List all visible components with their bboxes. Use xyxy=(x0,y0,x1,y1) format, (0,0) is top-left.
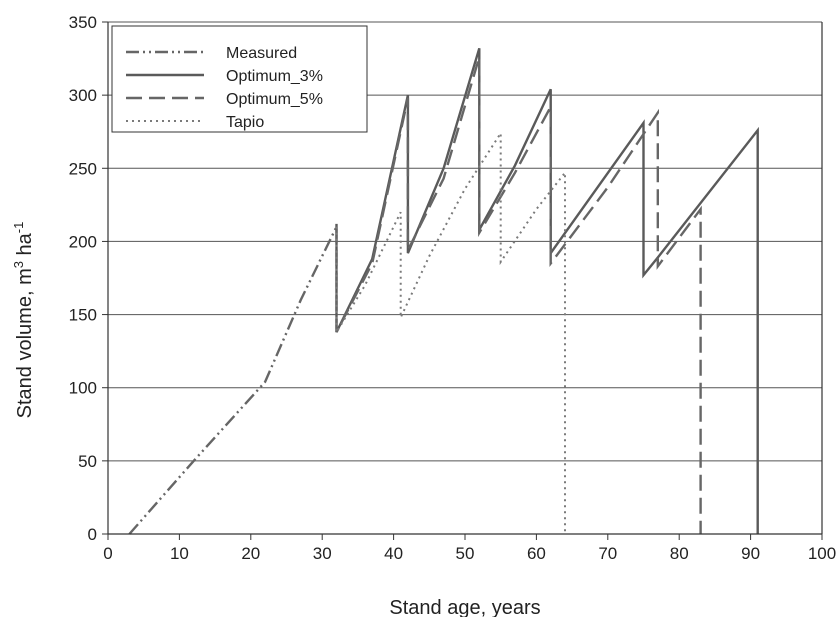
x-tick-label: 10 xyxy=(170,544,189,563)
y-tick-label: 250 xyxy=(69,159,97,178)
x-tick-label: 50 xyxy=(456,544,475,563)
y-tick-label: 50 xyxy=(78,452,97,471)
legend-label: Optimum_3% xyxy=(226,68,323,85)
series-line-optimum-5 xyxy=(335,56,702,534)
legend-label: Tapio xyxy=(226,114,264,131)
axes xyxy=(102,21,823,540)
y-tick-label: 150 xyxy=(69,306,97,325)
x-tick-label: 70 xyxy=(598,544,617,563)
x-tick-label: 40 xyxy=(384,544,403,563)
legend-box xyxy=(111,25,368,133)
x-tick-label: 80 xyxy=(670,544,689,563)
y-axis-title-superscript-2: -1 xyxy=(11,222,26,234)
y-tick-label: 350 xyxy=(69,13,97,32)
y-axis-title: Stand volume, m3 ha-1 xyxy=(11,222,36,419)
y-tick-label: 200 xyxy=(69,232,97,251)
y-tick-label: 100 xyxy=(69,379,97,398)
series-line-tapio xyxy=(335,129,566,534)
series-line-measured xyxy=(128,226,338,535)
y-axis-title-prefix: Stand volume, m xyxy=(14,268,36,418)
x-tick-label: 90 xyxy=(741,544,760,563)
legend-label: Optimum_5% xyxy=(226,91,323,108)
x-tick-label: 0 xyxy=(103,544,112,563)
legend: Measured Optimum_3% Optimum_5% Tapio xyxy=(111,25,368,133)
x-tick-label: 20 xyxy=(241,544,260,563)
legend-label: Measured xyxy=(226,45,297,62)
series-line-optimum-3 xyxy=(335,47,759,534)
tick-labels: 0 10 20 30 40 50 60 70 80 90 100 0 50 100 150 200 250 300… xyxy=(69,13,837,563)
x-tick-label: 60 xyxy=(527,544,546,563)
y-axis-title-superscript-1: 3 xyxy=(11,261,26,268)
y-tick-label: 300 xyxy=(69,86,97,105)
x-tick-label: 30 xyxy=(313,544,332,563)
series-lines xyxy=(128,47,759,535)
y-tick-label: 0 xyxy=(88,525,97,544)
x-tick-label: 100 xyxy=(808,544,836,563)
x-axis-title: Stand age, years xyxy=(389,597,540,617)
y-axis-title-mid: ha xyxy=(14,232,36,261)
